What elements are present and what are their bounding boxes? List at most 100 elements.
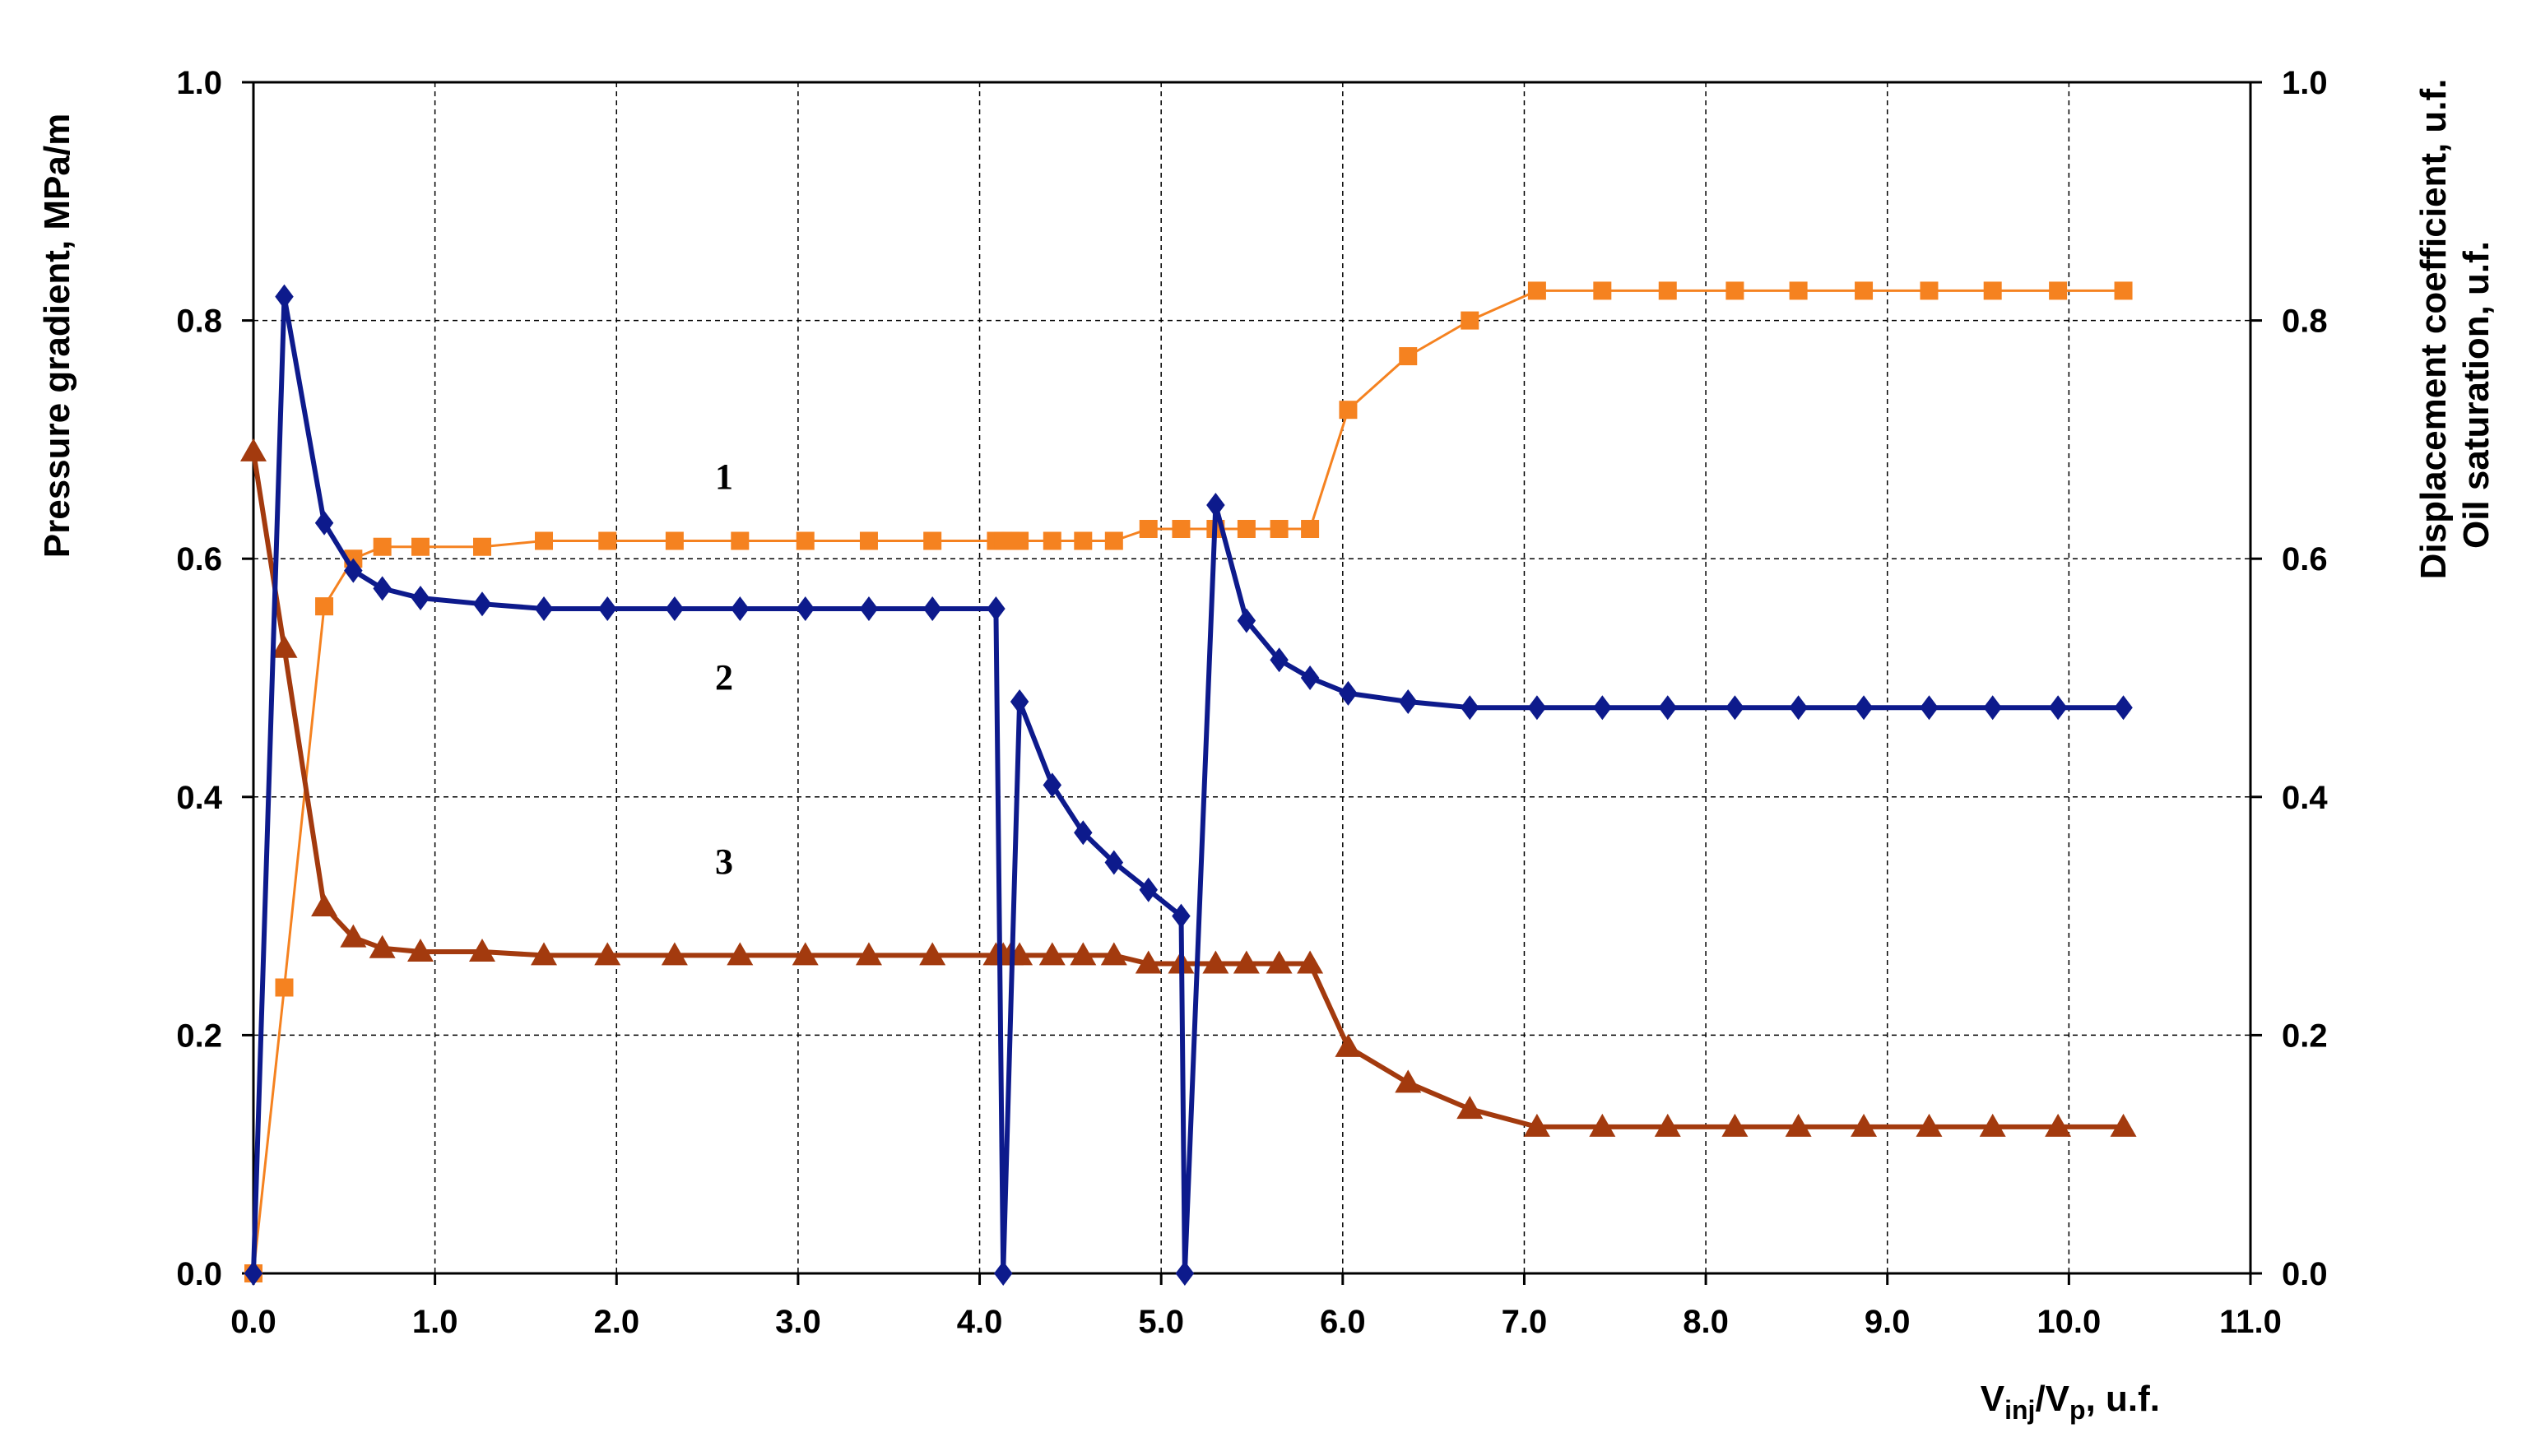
data-point-diamond <box>1237 608 1256 633</box>
y-tick-label-right: 1.0 <box>2282 65 2328 101</box>
data-point-triangle <box>1038 942 1066 966</box>
data-point-square <box>1461 311 1479 330</box>
data-point-triangle <box>1233 950 1260 974</box>
y-tick-label-right: 0.0 <box>2282 1256 2328 1292</box>
data-point-triangle <box>1523 1113 1550 1137</box>
data-point-diamond <box>1074 820 1093 846</box>
data-point-diamond <box>1398 689 1418 714</box>
data-point-square <box>1855 281 1874 300</box>
y-tick-label-left: 0.2 <box>176 1018 222 1054</box>
data-point-square <box>1074 531 1093 550</box>
data-point-diamond <box>1983 695 2002 721</box>
data-point-square <box>923 531 942 550</box>
x-tick-label: 1.0 <box>412 1304 458 1340</box>
data-point-diamond <box>534 596 554 622</box>
data-point-square <box>1010 531 1029 550</box>
data-point-diamond <box>1339 680 1358 706</box>
data-point-triangle <box>2045 1113 2072 1137</box>
data-point-triangle <box>661 942 688 966</box>
data-point-square <box>1789 281 1808 300</box>
series-line-3 <box>251 451 2124 1129</box>
data-point-square <box>796 531 815 550</box>
data-point-diamond <box>344 558 363 583</box>
data-point-diamond <box>244 1261 263 1286</box>
data-point-triangle <box>469 939 496 962</box>
data-point-diamond <box>275 284 294 309</box>
data-point-diamond <box>1300 665 1320 690</box>
data-point-triangle <box>240 438 267 461</box>
x-tick-label: 9.0 <box>1865 1304 1911 1340</box>
data-point-square <box>1725 281 1744 300</box>
data-point-diamond <box>1461 695 1479 721</box>
data-point-triangle <box>1785 1113 1812 1137</box>
x-tick-label: 2.0 <box>593 1304 639 1340</box>
data-point-square <box>473 537 492 556</box>
curve-labels: 1 2 3 <box>715 457 733 882</box>
data-point-diamond <box>2114 695 2133 721</box>
x-axis-title-sub-p: p <box>2069 1395 2086 1425</box>
x-axis-title-mid: /V <box>2035 1379 2069 1419</box>
data-point-triangle <box>727 942 754 966</box>
data-point-square <box>1399 347 1418 366</box>
data-point-square <box>275 978 294 997</box>
x-axis-title: Vinj/Vp, u.f. <box>1981 1379 2160 1425</box>
data-point-triangle <box>1654 1113 1681 1137</box>
data-point-square <box>535 531 554 550</box>
data-point-diamond <box>1104 850 1124 875</box>
data-point-triangle <box>1135 950 1162 974</box>
x-tick-label: 4.0 <box>957 1304 1003 1340</box>
data-point-square <box>1339 401 1358 420</box>
data-point-diamond <box>731 596 750 622</box>
plot-area-border <box>252 81 2252 1275</box>
data-point-diamond <box>1593 695 1612 721</box>
data-point-diamond <box>1043 772 1062 798</box>
data-point-square <box>1658 281 1677 300</box>
x-tick-label: 0.0 <box>230 1304 276 1340</box>
data-point-diamond <box>1658 695 1678 721</box>
data-point-square <box>1237 520 1256 538</box>
data-point-square <box>1920 281 1939 300</box>
x-axis-title-base: V <box>1981 1379 2005 1419</box>
data-point-triangle <box>594 942 621 966</box>
data-point-triangle <box>1721 1113 1749 1137</box>
data-point-diamond <box>1270 647 1289 673</box>
data-point-triangle <box>1456 1096 1484 1120</box>
series-1 <box>244 281 2133 1282</box>
data-point-diamond <box>411 585 430 610</box>
data-point-square <box>1172 520 1191 538</box>
data-point-diamond <box>1172 903 1191 929</box>
axis-ticks: 0.0 1.0 2.0 3.0 4.0 5.0 6.0 7.0 8.0 9.0 10.0 11.00.… <box>176 65 2328 1340</box>
data-point-square <box>373 537 392 556</box>
curve-label-2: 2 <box>715 657 733 698</box>
data-point-triangle <box>1335 1033 1362 1057</box>
data-point-square <box>598 531 617 550</box>
y-tick-label-left: 1.0 <box>176 65 222 101</box>
data-point-square <box>665 531 684 550</box>
data-point-triangle <box>1916 1113 1943 1137</box>
data-point-diamond <box>987 596 1006 622</box>
data-point-square <box>315 597 334 616</box>
data-point-triangle <box>919 942 946 966</box>
data-point-diamond <box>1527 695 1547 721</box>
x-tick-label: 8.0 <box>1683 1304 1729 1340</box>
y-tick-label-left: 0.0 <box>176 1256 222 1292</box>
data-point-triangle <box>792 942 819 966</box>
data-point-diamond <box>1175 1261 1195 1286</box>
x-axis-title-tail: , u.f. <box>2086 1379 2160 1419</box>
data-point-triangle <box>1979 1113 2006 1137</box>
data-point-triangle <box>531 942 558 966</box>
data-point-square <box>1104 531 1123 550</box>
x-axis-title-sub-inj: inj <box>2004 1395 2035 1425</box>
x-tick-label: 10.0 <box>2037 1304 2101 1340</box>
data-point-diamond <box>1854 695 1874 721</box>
data-point-diamond <box>2048 695 2068 721</box>
data-point-square <box>2049 281 2068 300</box>
data-point-triangle <box>1395 1069 1422 1093</box>
data-point-square <box>411 537 430 556</box>
data-point-diamond <box>1789 695 1808 721</box>
data-point-triangle <box>271 634 298 658</box>
data-point-diamond <box>1139 877 1158 902</box>
data-point-triangle <box>406 939 434 962</box>
